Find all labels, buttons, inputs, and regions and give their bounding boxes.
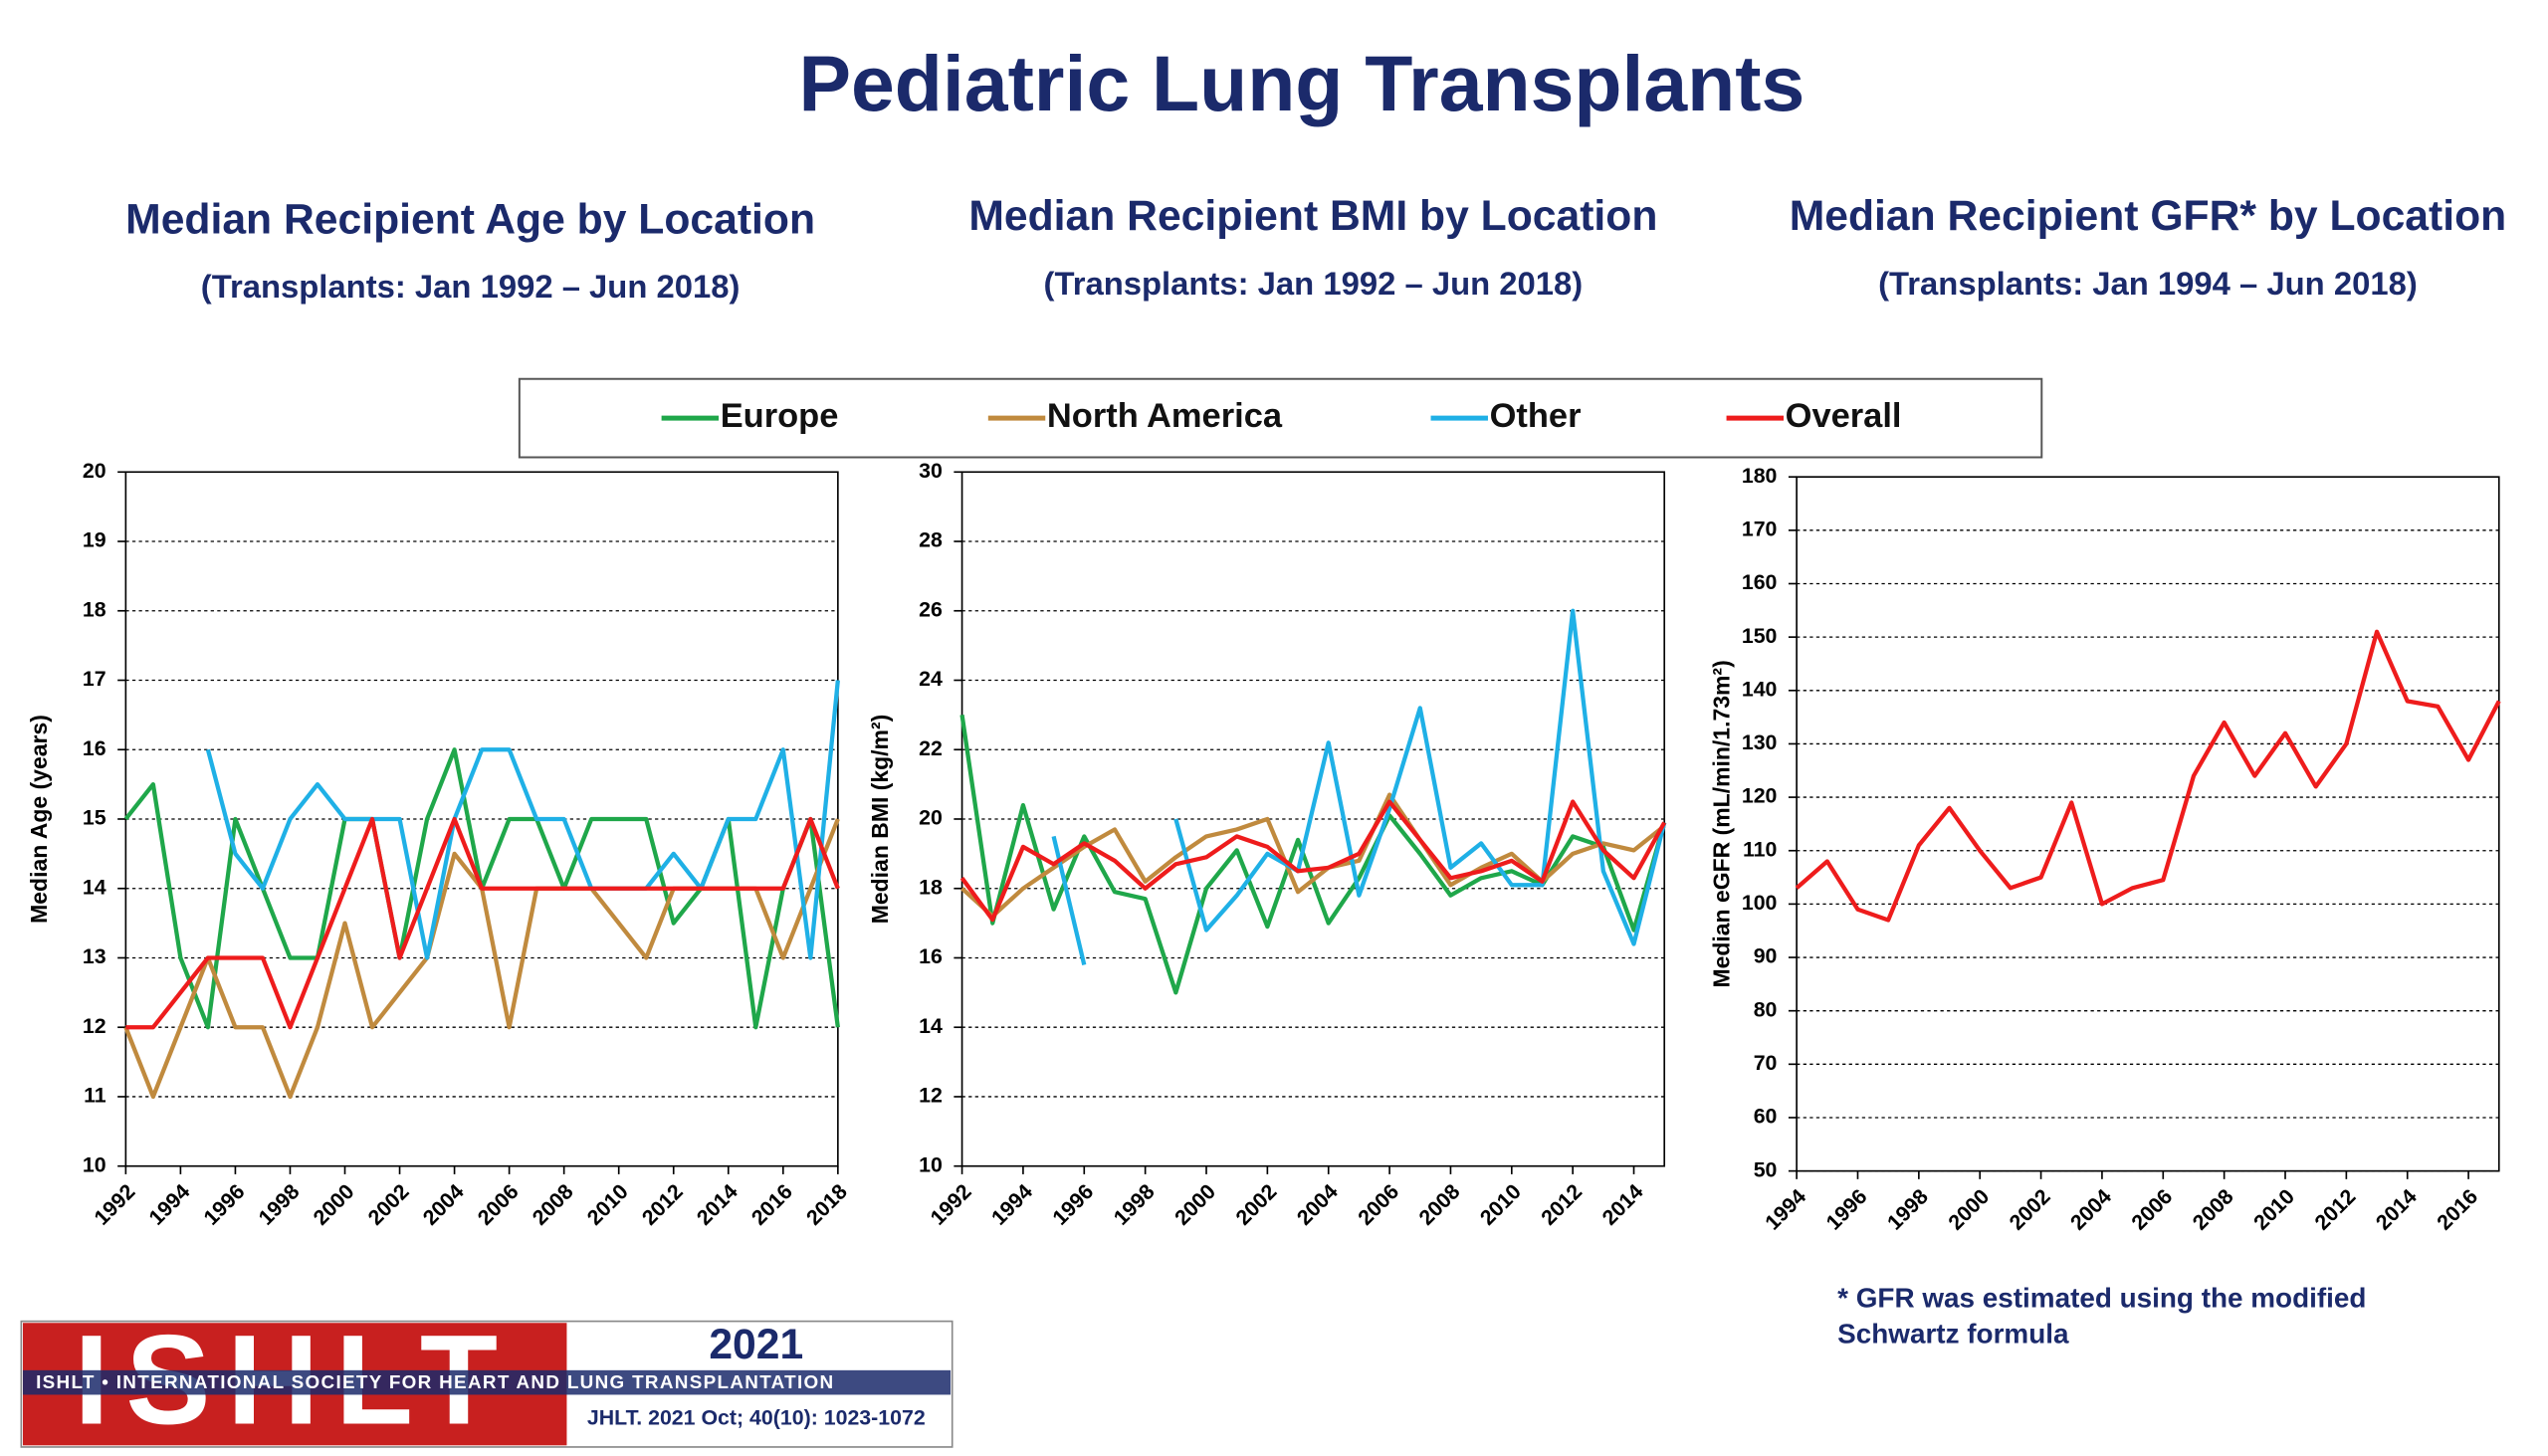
y-tick-label: 28 — [919, 528, 943, 552]
y-tick-label: 100 — [1742, 891, 1778, 915]
y-tick-label: 17 — [83, 667, 106, 691]
series-line — [205, 680, 840, 960]
y-tick-label: 19 — [83, 528, 106, 552]
plot-frame — [1796, 476, 2500, 1172]
y-axis-label: Median Age (years) — [26, 715, 52, 924]
y-tick-label: 160 — [1742, 570, 1778, 594]
y-tick-label: 10 — [83, 1152, 106, 1176]
y-tick-label: 24 — [919, 667, 943, 691]
y-tick-label: 14 — [919, 1014, 943, 1038]
logo-year: 2021 — [709, 1321, 803, 1368]
legend-label: Other — [1490, 397, 1582, 435]
logo-band — [22, 1369, 952, 1395]
legend-label: North America — [1047, 397, 1283, 435]
legend-label: Overall — [1786, 397, 1902, 435]
footnote: Schwartz formula — [1837, 1319, 2069, 1350]
chart-subtitle: (Transplants: Jan 1992 – Jun 2018) — [1044, 265, 1584, 302]
y-tick-label: 50 — [1754, 1157, 1778, 1181]
y-tick-label: 170 — [1742, 517, 1778, 540]
y-tick-label: 12 — [83, 1014, 106, 1038]
y-tick-label: 140 — [1742, 677, 1778, 701]
y-tick-label: 10 — [919, 1152, 943, 1176]
logo: ISHLT ISHLT • INTERNATIONAL SOCIETY FOR … — [20, 1309, 954, 1451]
logo-citation: JHLT. 2021 Oct; 40(10): 1023-1072 — [587, 1406, 926, 1430]
series-line — [125, 816, 840, 1030]
series-line — [1795, 629, 2501, 923]
y-tick-label: 26 — [919, 597, 943, 621]
y-tick-label: 12 — [919, 1084, 943, 1108]
y-tick-label: 120 — [1742, 784, 1778, 808]
y-tick-label: 150 — [1742, 624, 1778, 648]
y-tick-label: 70 — [1754, 1051, 1778, 1075]
y-axis-label: Median BMI (kg/m²) — [867, 715, 893, 925]
series-line — [1051, 608, 1667, 965]
y-tick-label: 110 — [1743, 837, 1777, 861]
y-tick-label: 18 — [83, 597, 106, 621]
y-tick-label: 22 — [919, 736, 943, 760]
logo-society: ISHLT • INTERNATIONAL SOCIETY FOR HEART … — [36, 1371, 834, 1392]
y-axis-label: Median eGFR (mL/min/1.73m²) — [1708, 660, 1734, 987]
slide-title: Pediatric Lung Transplants — [798, 40, 1805, 127]
legend-label: Europe — [721, 397, 839, 435]
y-tick-label: 15 — [83, 806, 106, 830]
y-tick-label: 20 — [83, 459, 106, 483]
plot-frame — [960, 471, 1666, 1167]
series-line — [959, 799, 1667, 923]
legend-box — [518, 377, 2043, 459]
y-tick-label: 13 — [83, 944, 106, 968]
y-tick-label: 16 — [919, 944, 943, 968]
y-tick-label: 11 — [84, 1084, 106, 1108]
y-tick-label: 16 — [83, 736, 106, 760]
chart-title: Median Recipient BMI by Location — [968, 192, 1657, 240]
y-tick-label: 180 — [1742, 464, 1778, 488]
y-tick-label: 18 — [919, 875, 943, 899]
chart-subtitle: (Transplants: Jan 1992 – Jun 2018) — [201, 268, 741, 305]
y-tick-label: 80 — [1754, 997, 1778, 1021]
chart-title: Median Recipient GFR* by Location — [1790, 192, 2507, 240]
chart-subtitle: (Transplants: Jan 1994 – Jun 2018) — [1878, 265, 2418, 302]
y-tick-label: 60 — [1754, 1105, 1778, 1129]
y-tick-label: 20 — [919, 806, 943, 830]
y-tick-label: 30 — [919, 459, 943, 483]
y-tick-label: 130 — [1742, 730, 1778, 754]
series-line — [960, 792, 1666, 919]
y-tick-label: 90 — [1754, 944, 1778, 968]
chart-title: Median Recipient Age by Location — [125, 195, 815, 243]
y-tick-label: 14 — [83, 875, 106, 899]
footnote: * GFR was estimated using the modified — [1837, 1283, 2366, 1314]
